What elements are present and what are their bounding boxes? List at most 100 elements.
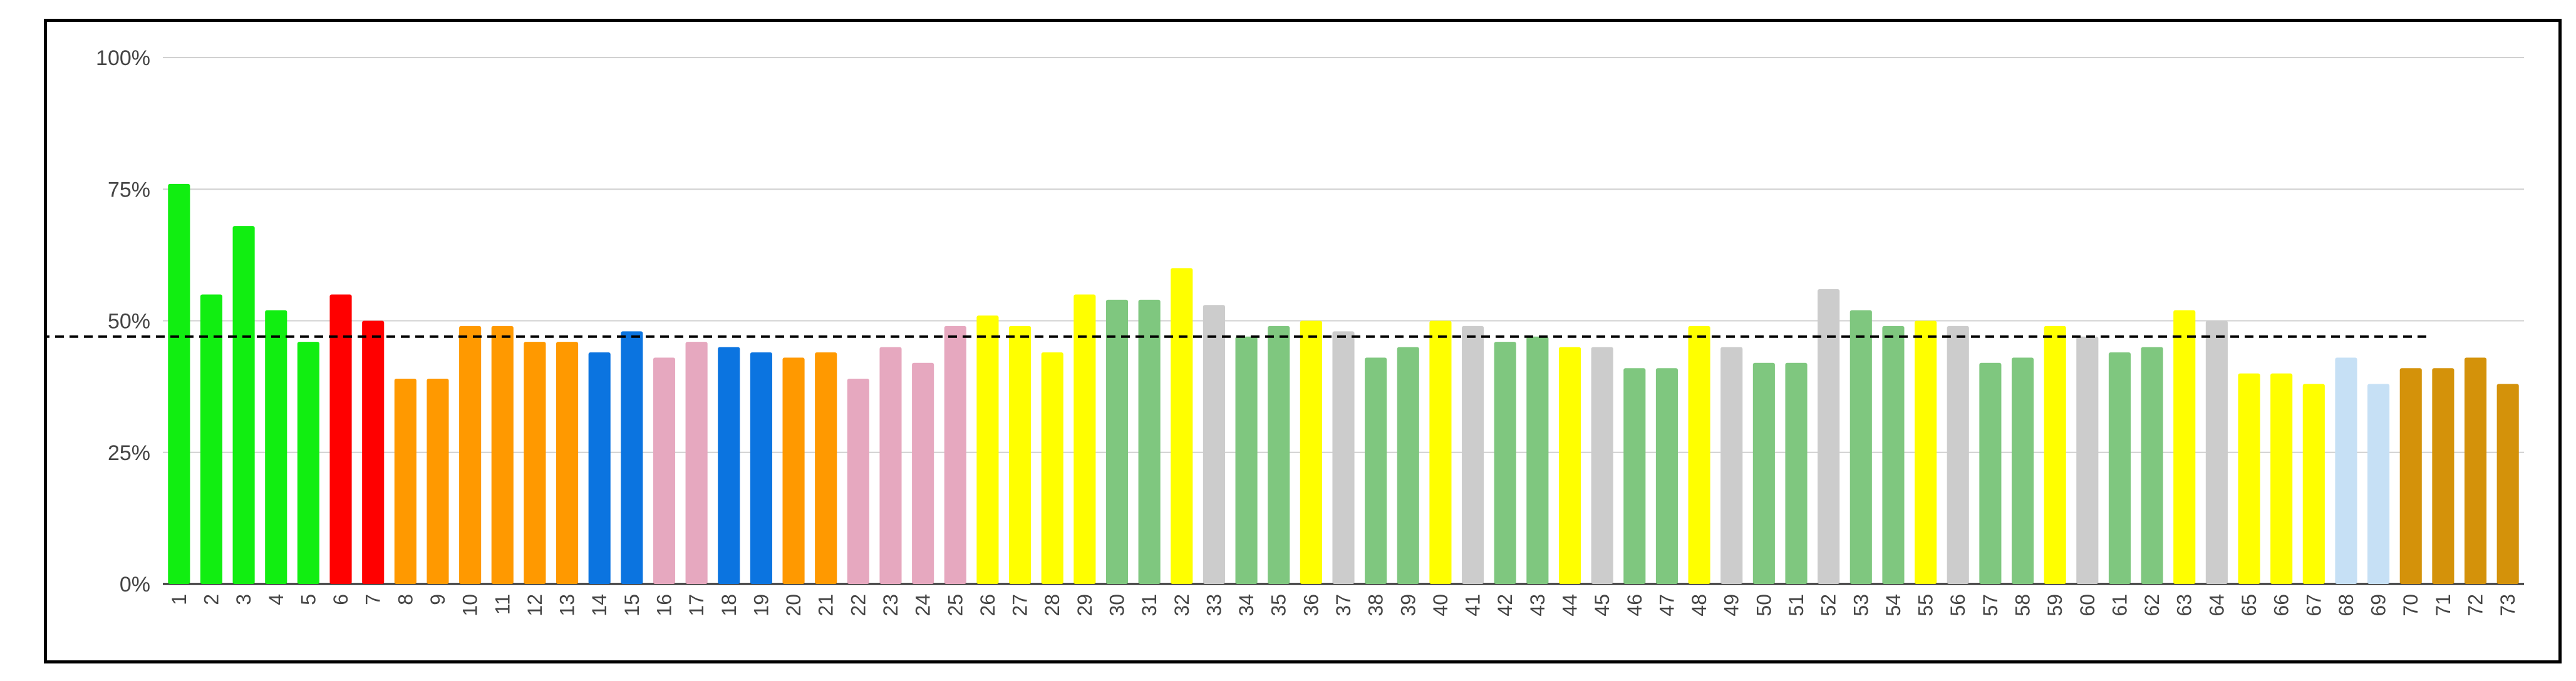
x-tick-label: 57 (1979, 594, 2002, 617)
x-tick-label: 41 (1462, 594, 1484, 617)
x-tick-label: 10 (459, 594, 482, 617)
bar-60 (2076, 336, 2099, 584)
x-tick-label: 40 (1429, 594, 1452, 617)
bar-chart: 0%25%50%75%100% 1 2 3 4 5 6 7 8 9 10 11 12 13 14 15 16 1… (47, 46, 2524, 617)
x-tick-label: 53 (1849, 594, 1872, 617)
x-tick-label: 60 (2076, 594, 2099, 617)
bar-71 (2432, 368, 2454, 584)
x-tick-label: 36 (1300, 594, 1322, 617)
x-tick-label: 38 (1365, 594, 1387, 617)
bar-56 (1947, 325, 1969, 584)
bar-37 (1332, 331, 1355, 584)
bar-14 (588, 352, 611, 584)
bar-11 (491, 325, 514, 584)
bar-31 (1138, 299, 1161, 584)
bar-21 (815, 352, 837, 584)
y-tick-label: 50% (108, 310, 150, 334)
x-tick-label: 55 (1915, 594, 1937, 617)
bar-57 (1979, 362, 2002, 584)
bar-9 (427, 379, 449, 584)
bar-17 (685, 342, 708, 584)
x-tick-label: 45 (1591, 594, 1613, 617)
x-tick-label: 27 (1009, 594, 1032, 617)
bar-33 (1203, 305, 1225, 584)
bar-61 (2108, 352, 2131, 584)
bar-45 (1591, 347, 1613, 584)
x-tick-label: 44 (1559, 594, 1581, 617)
x-tick-label: 70 (2399, 594, 2422, 617)
x-tick-label: 51 (1785, 594, 1808, 617)
bar-72 (2464, 357, 2487, 584)
x-tick-label: 1 (168, 594, 190, 605)
bar-30 (1105, 299, 1129, 584)
x-tick-label: 66 (2270, 594, 2293, 617)
x-tick-label: 26 (976, 594, 999, 617)
x-tick-label: 24 (912, 594, 934, 617)
bar-36 (1300, 320, 1322, 584)
bar-25 (944, 325, 966, 584)
x-tick-label: 63 (2173, 594, 2196, 617)
x-tick-label: 39 (1397, 594, 1419, 617)
bar-43 (1526, 336, 1549, 584)
bar-20 (782, 357, 805, 584)
x-tick-label: 68 (2335, 594, 2357, 617)
x-tick-label: 21 (815, 594, 837, 617)
bar-2 (200, 294, 223, 584)
bar-49 (1720, 347, 1743, 584)
x-tick-label: 47 (1655, 594, 1678, 617)
bar-26 (976, 315, 999, 584)
bar-70 (2399, 368, 2422, 584)
x-tick-label: 17 (685, 594, 708, 617)
x-tick-label: 67 (2302, 594, 2325, 617)
x-tick-label: 62 (2141, 594, 2163, 617)
bar-48 (1688, 325, 1710, 584)
bar-51 (1785, 362, 1808, 584)
bar-47 (1655, 368, 1678, 584)
x-tick-label: 15 (621, 594, 643, 617)
bar-10 (459, 325, 482, 584)
x-tick-label: 3 (232, 594, 255, 605)
x-tick-label: 16 (653, 594, 675, 617)
x-tick-label: 48 (1688, 594, 1710, 617)
x-tick-label: 5 (297, 594, 319, 605)
x-tick-label: 71 (2432, 594, 2454, 617)
x-tick-label: 30 (1105, 594, 1128, 617)
x-tick-label: 32 (1171, 594, 1193, 617)
x-tick-label: 29 (1073, 594, 1096, 617)
bar-24 (912, 362, 934, 584)
x-tick-label: 69 (2367, 594, 2390, 617)
bar-59 (2044, 325, 2066, 584)
bar-54 (1882, 325, 1905, 584)
bar-52 (1818, 289, 1840, 584)
x-tick-label: 46 (1623, 594, 1646, 617)
bar-7 (362, 320, 385, 584)
bar-67 (2302, 384, 2325, 584)
x-tick-label: 28 (1041, 594, 1063, 617)
x-tick-label: 12 (524, 594, 546, 617)
bar-38 (1365, 357, 1387, 584)
bar-50 (1752, 362, 1775, 584)
bar-58 (2011, 357, 2034, 584)
x-tick-label: 9 (427, 594, 449, 605)
bar-6 (329, 294, 352, 584)
x-tick-label: 25 (944, 594, 966, 617)
bar-16 (653, 357, 676, 584)
chart-frame: 0% 25% 50% 75% 100% 1 2 3 4 5 6 7 8 9 10 11 12 13 14 15 16 1… (44, 19, 2562, 663)
bars (168, 183, 2519, 585)
bar-46 (1623, 368, 1646, 584)
bar-44 (1558, 347, 1581, 584)
bar-39 (1397, 347, 1419, 584)
x-tick-label: 65 (2238, 594, 2260, 617)
x-tick-label: 34 (1235, 594, 1258, 617)
x-tick-label: 54 (1882, 594, 1905, 617)
x-tick-label: 50 (1752, 594, 1775, 617)
bar-53 (1849, 310, 1872, 584)
bar-55 (1915, 320, 1937, 584)
y-tick-label: 100% (96, 46, 150, 70)
x-tick-label: 43 (1526, 594, 1549, 617)
bar-35 (1268, 325, 1290, 584)
bar-66 (2270, 373, 2293, 584)
bar-22 (847, 379, 869, 584)
x-tick-label: 37 (1332, 594, 1355, 617)
bar-68 (2335, 357, 2357, 584)
